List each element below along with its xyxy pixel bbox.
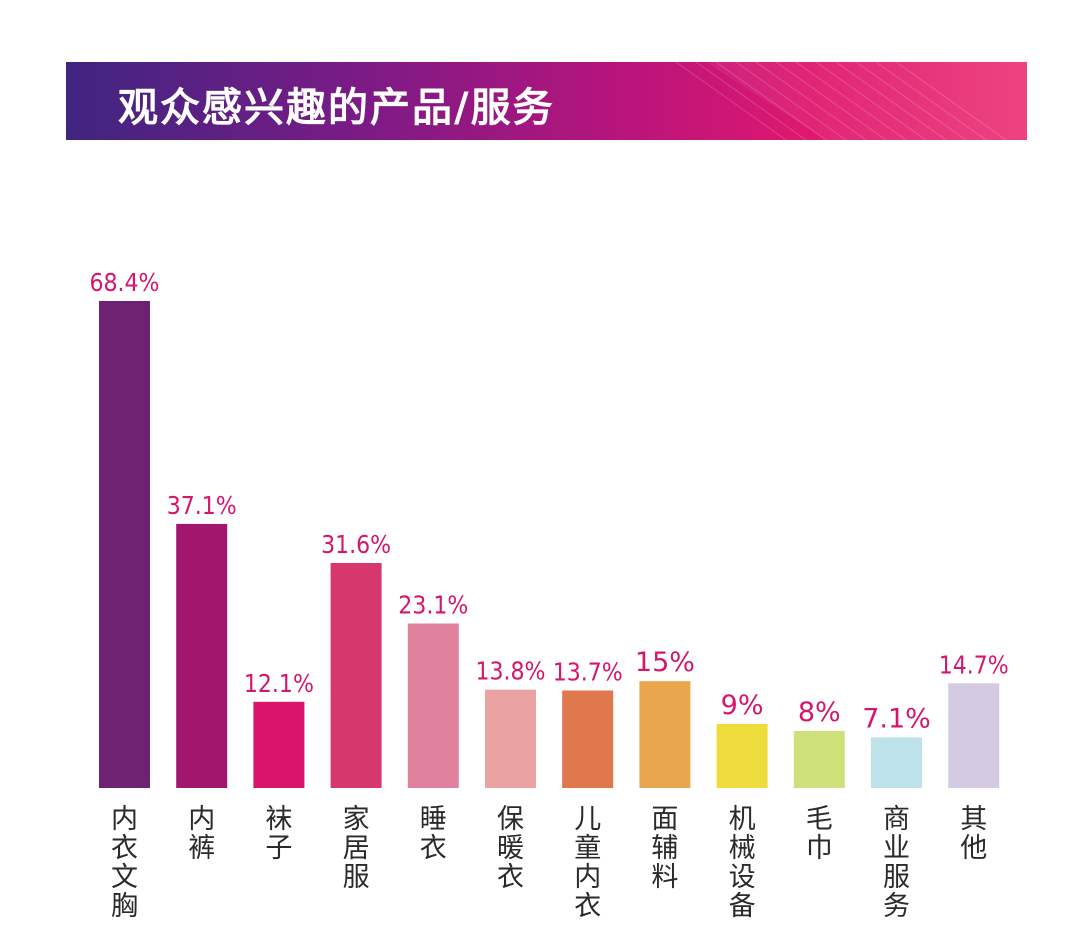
bar-11: [871, 737, 922, 788]
value-label-8: 15%: [635, 647, 695, 678]
value-label-7: 13.7%: [553, 658, 623, 687]
bar-4: [330, 563, 382, 788]
bar-5: [407, 623, 459, 788]
banner-decoration: [675, 62, 1027, 140]
value-label-2: 37.1%: [167, 491, 237, 520]
category-label-12: 其他: [960, 804, 987, 864]
category-label-11: 商业服务: [883, 804, 910, 922]
value-label-5: 23.1%: [398, 591, 468, 620]
value-labels-layer: 68.4% 37.1% 12.1% 31.6% 23.1% 13.8% 13.7% 15% 9%…: [90, 268, 1009, 734]
value-label-12: 14.7%: [939, 650, 1009, 679]
category-label-4: 家居服: [343, 804, 370, 893]
bar-12: [948, 683, 1000, 788]
value-label-10: 8%: [798, 697, 841, 728]
bar-7: [562, 690, 614, 788]
value-label-6: 13.8%: [476, 657, 546, 686]
page-title: 观众感兴趣的产品/服务: [118, 85, 555, 131]
value-label-1: 68.4%: [90, 268, 160, 297]
value-label-9: 9%: [721, 690, 764, 721]
category-label-9: 机械设备: [729, 804, 756, 922]
value-label-4: 31.6%: [321, 530, 391, 559]
category-label-1: 内衣文胸: [111, 804, 138, 922]
category-label-10: 毛巾: [806, 804, 833, 864]
bar-10: [793, 731, 845, 788]
category-label-5: 睡衣: [420, 804, 447, 864]
bar-1: [99, 301, 150, 788]
category-label-2: 内裤: [188, 804, 215, 864]
bar-6: [485, 689, 536, 788]
bar-9: [716, 723, 768, 788]
category-label-6: 保暖衣: [497, 804, 524, 893]
bar-3: [253, 701, 305, 788]
title-banner: 观众感兴趣的产品/服务: [66, 62, 1027, 140]
category-label-8: 面辅料: [651, 804, 678, 893]
value-label-3: 12.1%: [244, 669, 314, 698]
bar-2: [176, 523, 228, 788]
value-label-11: 7.1%: [862, 703, 931, 734]
category-label-3: 袜子: [265, 804, 292, 864]
category-label-7: 儿童内衣: [574, 804, 601, 922]
bar-8: [639, 681, 691, 788]
bars-layer: [99, 301, 1000, 788]
